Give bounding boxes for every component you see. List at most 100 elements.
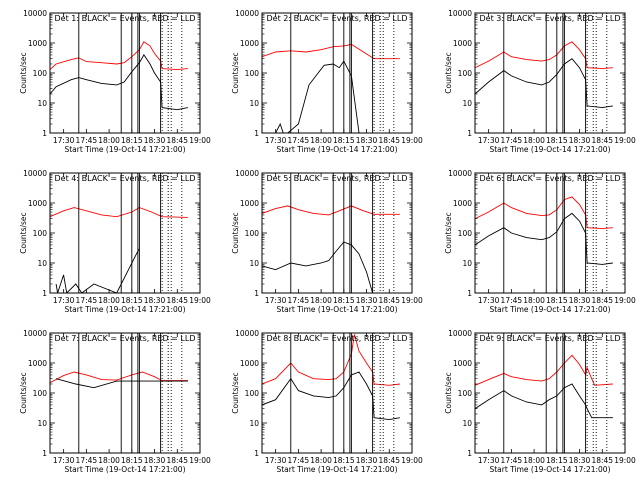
x-tick-label: 18:15	[546, 456, 568, 465]
x-tick-label: 18:30	[144, 296, 166, 305]
x-tick-label: 18:15	[121, 136, 143, 145]
plot-frame	[474, 332, 626, 454]
series-line-lld	[262, 205, 400, 216]
x-tick-label: 17:45	[76, 456, 98, 465]
series-line-events	[475, 212, 613, 265]
y-tick-label: 1	[42, 289, 47, 298]
x-axis-label: Start Time (19-Oct-14 17:21:00)	[276, 305, 397, 314]
plot-frame	[261, 12, 413, 134]
x-tick-label: 17:45	[76, 296, 98, 305]
x-tick-label: 18:00	[523, 456, 545, 465]
y-tick-label: 10	[462, 259, 472, 268]
y-tick-label: 10000	[23, 169, 47, 178]
y-axis-label: Counts/sec	[19, 212, 28, 253]
series-line-lld	[50, 41, 188, 71]
y-tick-label: 10	[462, 419, 472, 428]
plot-frame	[474, 12, 626, 134]
panel-title: Det 3: BLACK = Events, RED = LLD	[480, 14, 621, 23]
x-tick-label: 18:30	[569, 456, 591, 465]
y-tick-label: 10000	[23, 9, 47, 18]
plot-frame	[261, 332, 413, 454]
y-tick-label: 100	[458, 389, 473, 398]
plot-frame	[49, 332, 201, 454]
x-tick-label: 17:30	[478, 296, 500, 305]
x-tick-label: 17:45	[501, 456, 523, 465]
panel-title: Det 1: BLACK = Events, RED = LLD	[55, 14, 196, 23]
y-tick-label: 1000	[453, 39, 472, 48]
plot-frame	[49, 12, 201, 134]
x-tick-label: 19:00	[189, 456, 211, 465]
chart-panel-2: 17:30 17:45 18:00 18:15 18:30 18:45 19:00 1 10 10…	[231, 9, 423, 154]
x-tick-label: 19:00	[401, 456, 423, 465]
chart-panel-5: 17:30 17:45 18:00 18:15 18:30 18:45 19:00 1 10 10…	[231, 169, 423, 314]
y-tick-label: 10	[37, 419, 47, 428]
y-tick-label: 1	[42, 449, 47, 458]
x-tick-label: 18:30	[569, 296, 591, 305]
y-tick-label: 1000	[28, 39, 47, 48]
y-tick-label: 100	[33, 69, 48, 78]
series-line-lld	[475, 196, 613, 230]
panel-title: Det 7: BLACK = Events, RED = LLD	[55, 334, 196, 343]
x-tick-label: 19:00	[189, 136, 211, 145]
series-line-lld	[50, 207, 188, 218]
x-tick-label: 17:30	[265, 456, 287, 465]
series-line-lld	[475, 354, 613, 386]
x-axis-label: Start Time (19-Oct-14 17:21:00)	[64, 305, 185, 314]
x-tick-label: 18:00	[98, 296, 120, 305]
x-tick-label: 18:30	[356, 456, 378, 465]
x-tick-label: 18:15	[333, 136, 355, 145]
x-tick-label: 18:30	[356, 136, 378, 145]
panel-title: Det 5: BLACK = Events, RED = LLD	[267, 174, 408, 183]
y-tick-label: 1000	[28, 359, 47, 368]
panel-title: Det 2: BLACK = Events, RED = LLD	[267, 14, 408, 23]
y-axis-label: Counts/sec	[444, 52, 453, 93]
plot-frame	[474, 172, 626, 294]
x-tick-label: 18:15	[121, 456, 143, 465]
chart-panel-6: 17:30 17:45 18:00 18:15 18:30 18:45 19:00 1 10 10…	[444, 169, 636, 314]
x-tick-label: 19:00	[401, 296, 423, 305]
x-tick-label: 18:00	[523, 296, 545, 305]
y-tick-label: 10	[37, 259, 47, 268]
x-tick-label: 18:45	[166, 296, 188, 305]
series-line-events	[275, 60, 360, 133]
x-tick-label: 17:45	[288, 456, 310, 465]
x-tick-label: 18:00	[98, 456, 120, 465]
y-tick-label: 100	[33, 389, 48, 398]
x-tick-label: 18:45	[591, 296, 613, 305]
y-tick-label: 1000	[28, 199, 47, 208]
chart-panel-9: 17:30 17:45 18:00 18:15 18:30 18:45 19:00 1 10 10…	[444, 329, 636, 474]
y-axis-label: Counts/sec	[19, 52, 28, 93]
x-tick-label: 17:45	[501, 296, 523, 305]
y-tick-label: 100	[458, 69, 473, 78]
x-tick-label: 18:45	[378, 456, 400, 465]
series-line-events	[475, 58, 613, 109]
y-tick-label: 1000	[240, 359, 259, 368]
x-tick-label: 18:30	[569, 136, 591, 145]
y-tick-label: 10	[249, 99, 259, 108]
y-axis-label: Counts/sec	[231, 372, 240, 413]
x-tick-label: 17:45	[76, 136, 98, 145]
plot-frame	[49, 172, 201, 294]
y-tick-label: 100	[458, 229, 473, 238]
x-tick-label: 18:00	[310, 456, 332, 465]
chart-panel-4: 17:30 17:45 18:00 18:15 18:30 18:45 19:00 1 10 10…	[19, 169, 211, 314]
y-tick-label: 100	[245, 69, 260, 78]
y-tick-label: 1000	[240, 199, 259, 208]
panel-title: Det 6: BLACK = Events, RED = LLD	[480, 174, 621, 183]
y-axis-label: Counts/sec	[19, 372, 28, 413]
y-tick-label: 100	[245, 389, 260, 398]
y-tick-label: 10000	[23, 329, 47, 338]
series-line-events	[55, 248, 140, 293]
panel-title: Det 8: BLACK = Events, RED = LLD	[267, 334, 408, 343]
x-tick-label: 17:30	[478, 136, 500, 145]
x-tick-label: 18:15	[546, 136, 568, 145]
chart-panel-1: 17:30 17:45 18:00 18:15 18:30 18:45 19:00 1 10 10…	[19, 9, 211, 154]
x-tick-label: 18:15	[546, 296, 568, 305]
chart-panel-3: 17:30 17:45 18:00 18:15 18:30 18:45 19:00 1 10 10…	[444, 9, 636, 154]
x-axis-label: Start Time (19-Oct-14 17:21:00)	[489, 465, 610, 474]
x-tick-label: 17:45	[288, 136, 310, 145]
y-tick-label: 10000	[448, 169, 472, 178]
x-tick-label: 17:30	[265, 296, 287, 305]
chart-panel-8: 17:30 17:45 18:00 18:15 18:30 18:45 19:00 1 10 10…	[231, 329, 423, 474]
